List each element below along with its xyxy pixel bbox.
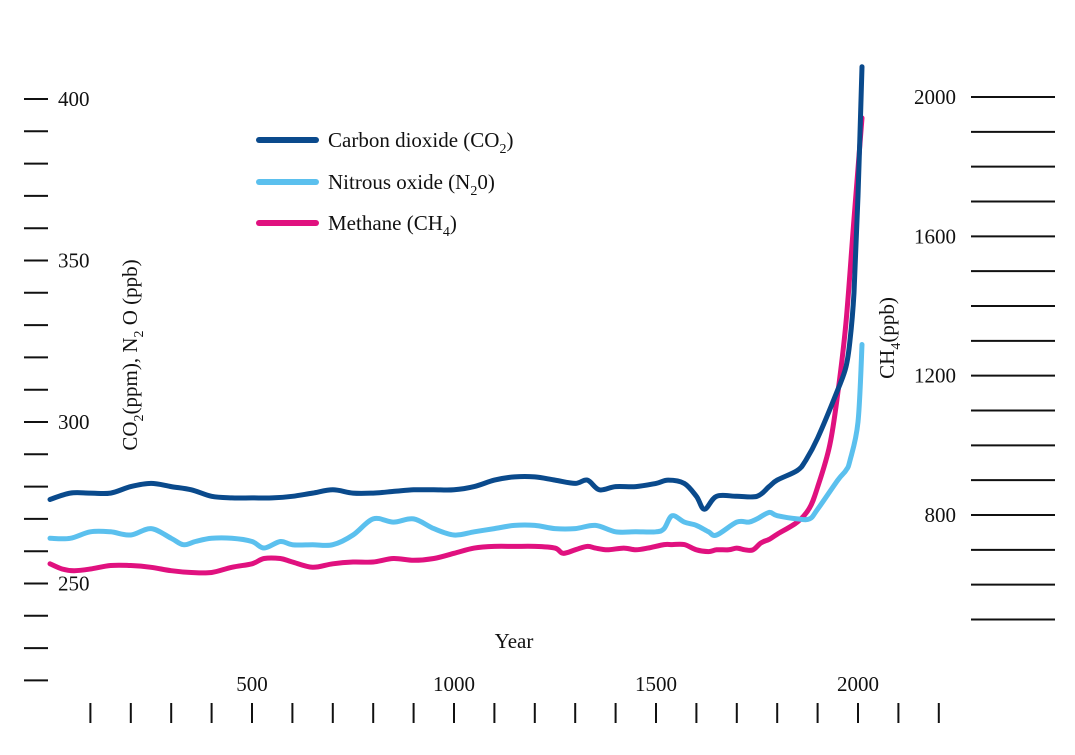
legend-label-main-1: Nitrous oxide (N — [328, 170, 470, 194]
left-tick-label-400: 400 — [58, 87, 90, 111]
left-tick-label-300: 300 — [58, 410, 90, 434]
x-tick-label-2000: 2000 — [837, 672, 879, 696]
right-tick-label-1200: 1200 — [914, 364, 956, 388]
right-tick-label-800: 800 — [925, 503, 957, 527]
left-axis-label-end: O (ppb) — [118, 259, 142, 330]
series-line-0 — [47, 64, 865, 512]
legend-label-end-1: 0) — [477, 170, 495, 194]
right-tick-label-1600: 1600 — [914, 224, 956, 248]
left-tick-label-250: 250 — [58, 572, 90, 596]
series-line-1 — [47, 342, 865, 551]
x-axis-label: Year — [495, 629, 534, 653]
right-axis-label: CH4(ppb) — [875, 297, 904, 379]
legend-label-sub-1: 2 — [470, 184, 477, 199]
legend-label-end-2: ) — [450, 211, 457, 235]
right-tick-label-2000: 2000 — [914, 85, 956, 109]
legend-label-2: Methane (CH4) — [328, 211, 457, 240]
right-axis-label-main: CH — [875, 350, 899, 379]
left-tick-label-350: 350 — [58, 249, 90, 273]
legend-label-main-2: Methane (CH — [328, 211, 443, 235]
legend-label-end-0: ) — [506, 128, 513, 152]
legend-label-sub-2: 4 — [443, 225, 450, 240]
x-tick-label-500: 500 — [236, 672, 268, 696]
right-axis-label-end: (ppb) — [875, 297, 899, 343]
legend-label-0: Carbon dioxide (CO2) — [328, 128, 513, 157]
x-tick-label-1000: 1000 — [433, 672, 475, 696]
legend-label-sub-0: 2 — [499, 142, 506, 157]
right-axis-ticks: 800 1200 1600 2000 — [914, 85, 1055, 621]
series-lines — [47, 64, 865, 576]
legend: Carbon dioxide (CO2)Nitrous oxide (N20)M… — [256, 128, 513, 240]
legend-label-1: Nitrous oxide (N20) — [328, 170, 495, 199]
series-line-2 — [47, 115, 865, 576]
left-axis-label-mid: (ppm), N — [118, 337, 142, 414]
left-axis-label-main: CO — [118, 421, 142, 450]
x-axis-ticks: 500 1000 1500 2000 — [89, 672, 940, 723]
left-axis-ticks: 250 300 350 400 — [24, 87, 90, 682]
left-axis-label-sub1: 2 — [132, 414, 147, 421]
left-axis-label-sub2: 2 — [132, 330, 147, 337]
x-tick-label-1500: 1500 — [635, 672, 677, 696]
right-axis-label-sub: 4 — [889, 343, 904, 350]
legend-label-main-0: Carbon dioxide (CO — [328, 128, 499, 152]
left-axis-label: CO2(ppm), N2 O (ppb) — [118, 259, 147, 450]
